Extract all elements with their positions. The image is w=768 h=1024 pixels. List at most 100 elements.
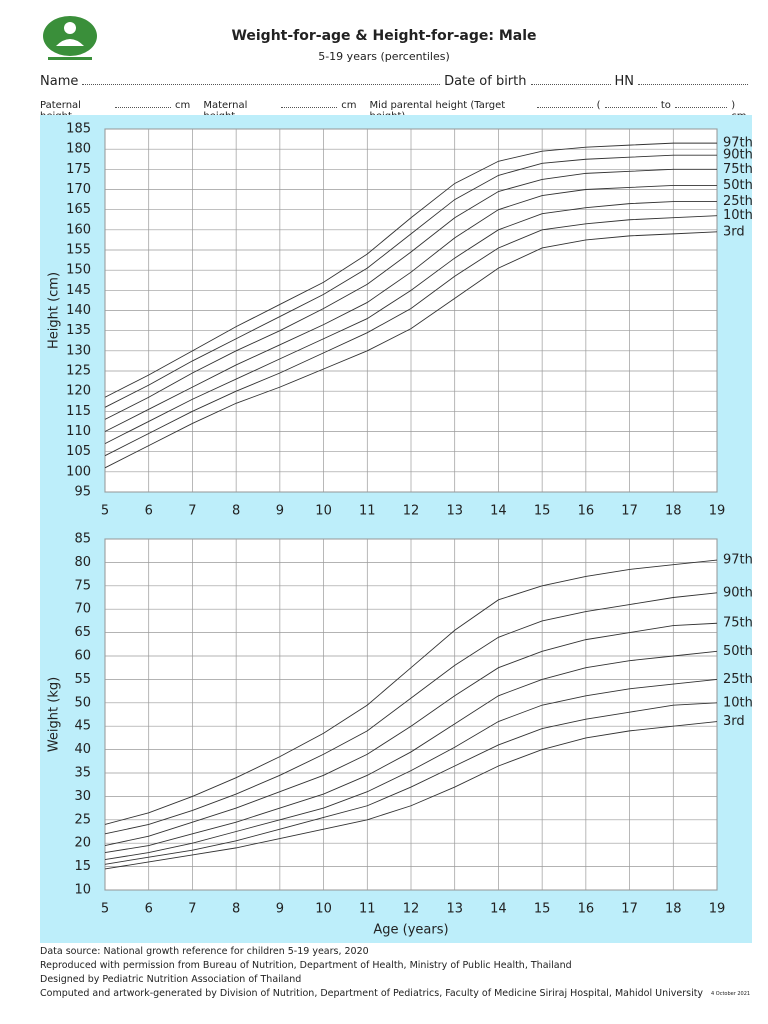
x-tick-label: 9 xyxy=(276,902,284,917)
percentile-line xyxy=(104,622,718,846)
x-tick-label: 7 xyxy=(188,504,196,519)
percentile-line xyxy=(104,201,717,445)
x-tick-label: 19 xyxy=(709,902,726,917)
x-tick-label: 6 xyxy=(145,504,153,519)
y-tick-label: 20 xyxy=(74,836,91,851)
x-tick-label: 8 xyxy=(232,504,240,519)
y-tick-label: 165 xyxy=(66,202,91,217)
y-tick-label: 160 xyxy=(66,222,91,237)
x-axis-label: Age (years) xyxy=(373,923,448,938)
field-label: HN xyxy=(614,74,635,89)
y-tick-label: 155 xyxy=(66,243,91,258)
x-tick-label: 14 xyxy=(490,902,507,917)
y-tick-label: 30 xyxy=(74,789,91,804)
footer-line: Computed and artwork-generated by Divisi… xyxy=(40,988,704,999)
x-tick-label: 13 xyxy=(446,902,463,917)
x-tick-label: 14 xyxy=(490,504,507,519)
y-tick-label: 35 xyxy=(74,766,91,781)
y-tick-label: 15 xyxy=(74,859,91,874)
footer-line: Designed by Pediatric Nutrition Associat… xyxy=(40,974,302,985)
series-label: 3rd xyxy=(723,224,745,239)
subtitle: 5-19 years (percentiles) xyxy=(318,50,450,63)
field-label: Name xyxy=(40,74,79,89)
x-tick-label: 12 xyxy=(403,902,420,917)
series-label: 90th xyxy=(723,585,752,600)
y-tick-label: 100 xyxy=(66,464,91,479)
footer-line: Data source: National growth reference f… xyxy=(40,946,369,957)
y-tick-label: 180 xyxy=(66,142,91,157)
y-tick-label: 80 xyxy=(74,555,91,570)
field-label: Date of birth xyxy=(444,74,527,89)
y-tick-label: 55 xyxy=(74,672,91,687)
y-tick-label: 120 xyxy=(66,384,91,399)
x-tick-label: 19 xyxy=(709,504,726,519)
series-label: 25th xyxy=(723,194,752,209)
x-tick-label: 18 xyxy=(665,902,682,917)
y-tick-label: 145 xyxy=(66,283,91,298)
series-label: 10th xyxy=(723,208,752,223)
y-tick-label: 10 xyxy=(74,883,91,898)
series-label: 3rd xyxy=(723,714,745,729)
y-tick-label: 70 xyxy=(74,602,91,617)
percentile-line xyxy=(104,154,717,408)
x-tick-label: 13 xyxy=(446,504,463,519)
series-label: 50th xyxy=(723,178,752,193)
y-tick-label: 110 xyxy=(66,424,91,439)
x-tick-label: 18 xyxy=(665,504,682,519)
x-tick-label: 15 xyxy=(534,504,551,519)
percentile-line xyxy=(104,702,718,865)
series-label: 90th xyxy=(723,148,752,163)
y-tick-label: 45 xyxy=(74,719,91,734)
y-tick-label: 65 xyxy=(74,625,91,640)
percentile-line xyxy=(104,650,718,854)
x-tick-label: 16 xyxy=(578,504,595,519)
field-text: ( xyxy=(596,100,601,111)
y-tick-label: 170 xyxy=(66,182,91,197)
percentile-line xyxy=(104,678,718,861)
x-tick-label: 6 xyxy=(145,902,153,917)
series-label: 75th xyxy=(723,616,752,631)
x-tick-label: 8 xyxy=(232,902,240,917)
field-text: to xyxy=(660,100,671,111)
field-unit: cm xyxy=(341,100,357,111)
x-tick-label: 17 xyxy=(621,504,638,519)
x-tick-label: 15 xyxy=(534,902,551,917)
y-tick-label: 60 xyxy=(74,649,91,664)
x-tick-label: 12 xyxy=(403,504,420,519)
percentile-line xyxy=(104,215,718,457)
y-tick-label: 95 xyxy=(74,485,91,500)
y-axis-label: Height (cm) xyxy=(47,272,62,349)
series-label: 25th xyxy=(723,672,752,687)
y-axis-label: Weight (kg) xyxy=(47,677,62,752)
y-tick-label: 130 xyxy=(66,343,91,358)
y-tick-label: 175 xyxy=(66,162,91,177)
y-tick-label: 75 xyxy=(74,578,91,593)
y-tick-label: 125 xyxy=(66,364,91,379)
footer-date: 4 October 2021 xyxy=(711,991,751,997)
y-tick-label: 50 xyxy=(74,695,91,710)
title: Weight-for-age & Height-for-age: Male xyxy=(231,28,537,44)
x-tick-label: 5 xyxy=(101,902,109,917)
form-row: Name Date of birth HN xyxy=(40,74,752,89)
series-label: 10th xyxy=(723,695,752,710)
footer-line: Reproduced with permission from Bureau o… xyxy=(40,960,572,971)
y-tick-label: 115 xyxy=(66,404,91,419)
x-tick-label: 7 xyxy=(188,902,196,917)
x-tick-label: 11 xyxy=(359,504,376,519)
y-tick-label: 185 xyxy=(66,122,91,137)
y-tick-label: 25 xyxy=(74,812,91,827)
x-tick-label: 11 xyxy=(359,902,376,917)
x-tick-label: 5 xyxy=(101,504,109,519)
percentile-line xyxy=(104,185,717,432)
x-tick-label: 16 xyxy=(578,902,595,917)
series-label: 75th xyxy=(723,162,752,177)
field-unit: cm xyxy=(175,100,191,111)
y-tick-label: 135 xyxy=(66,323,91,338)
y-tick-label: 140 xyxy=(66,303,91,318)
x-tick-label: 17 xyxy=(621,902,638,917)
percentile-line xyxy=(104,168,717,420)
percentile-line xyxy=(104,721,718,870)
y-tick-label: 85 xyxy=(74,532,91,547)
y-tick-label: 40 xyxy=(74,742,91,757)
